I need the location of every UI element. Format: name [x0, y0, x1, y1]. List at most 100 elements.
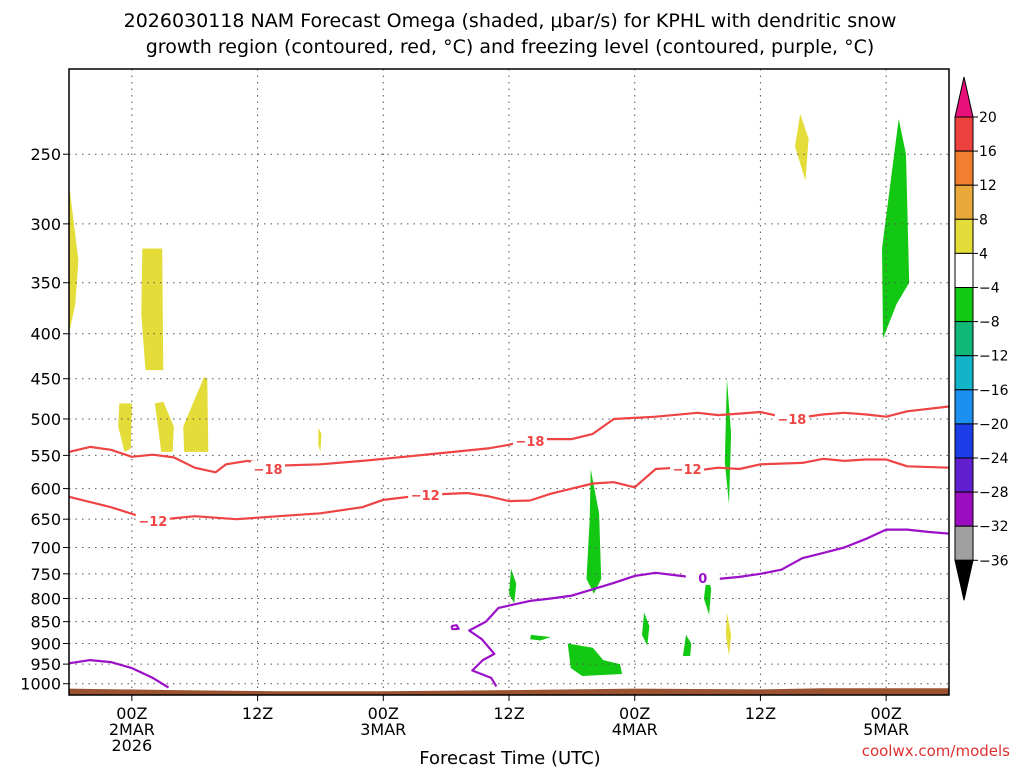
contour-line-1: [68, 457, 950, 522]
colorbar-swatch-8: [954, 389, 974, 425]
colorbar-label-5: −4: [979, 281, 1000, 297]
colorbar-swatch-3: [954, 218, 974, 254]
xtick-label-6-0: 00Z: [116, 704, 147, 723]
ytick-label-600: 600: [30, 480, 61, 499]
omega-region-rising-0: [69, 183, 79, 334]
contour-label-2-0: 0: [698, 572, 707, 587]
omega-region-rising-1: [141, 248, 164, 371]
chart-title-line2: growth region (contoured, red, °C) and f…: [146, 36, 875, 58]
ytick-label-1000: 1000: [20, 675, 61, 694]
source-credit[interactable]: coolwx.com/models: [862, 742, 1010, 760]
omega-region-sinking-13: [642, 612, 650, 646]
colorbar-label-8: −16: [979, 383, 1009, 399]
ytick-label-350: 350: [30, 274, 61, 293]
omega-region-sinking-11: [509, 568, 517, 604]
colorbar-label-10: −24: [979, 451, 1009, 467]
ytick-label-700: 700: [30, 538, 61, 557]
colorbar-swatch-12: [954, 525, 974, 561]
xtick-label-30-1: 3MAR: [360, 720, 406, 739]
colorbar-swatch-5: [954, 287, 974, 323]
omega-region-sinking-9: [724, 378, 732, 505]
colorbar-label-6: −8: [979, 315, 1000, 331]
ytick-label-750: 750: [30, 565, 61, 584]
omega-region-sinking-15: [530, 634, 551, 641]
colorbar-swatch-9: [954, 423, 974, 459]
colorbar-top-arrow: [954, 76, 974, 118]
omega-region-rising-6: [795, 114, 809, 181]
contour-line-3: [68, 658, 170, 689]
colorbar-label-12: −32: [979, 519, 1009, 535]
contour-line-4: [450, 624, 460, 631]
colorbar-swatch-7: [954, 355, 974, 391]
omega-region-sinking-8: [882, 119, 910, 339]
contour-label-bg-2-0: [685, 569, 720, 585]
contour-label-1-0: −12: [138, 515, 167, 530]
ground-fill: [69, 688, 949, 695]
colorbar-swatch-10: [954, 457, 974, 493]
contour-label-bg-0-2: [774, 410, 809, 426]
temperature-contours: −18 −18 −18 −12 −12 −12 0: [68, 405, 950, 689]
gridlines: [69, 69, 949, 695]
contour-label-1-1: −12: [411, 489, 440, 504]
y-axis-ticks: 250 300 350 400 450 500 550 600 650 700 750 800 850 9…: [20, 145, 69, 694]
omega-region-rising-3: [154, 401, 174, 452]
ground-surface: [69, 688, 949, 695]
omega-region-rising-2: [118, 403, 132, 452]
colorbar-label-7: −12: [979, 349, 1009, 365]
contour-label-bg-1-0: [135, 512, 170, 528]
omega-region-rising-5: [318, 428, 322, 452]
plot-area: [69, 114, 910, 676]
xtick-label-66-0: 12Z: [745, 704, 776, 723]
contour-label-0-2: −18: [777, 413, 806, 428]
ytick-label-500: 500: [30, 410, 61, 429]
ytick-label-300: 300: [30, 215, 61, 234]
chart-title: 2026030118 NAM Forecast Omega (shaded, μ…: [124, 10, 897, 32]
colorbar-label-2: 12: [979, 178, 997, 194]
xtick-label-54-1: 4MAR: [612, 720, 658, 739]
colorbar-swatch-4: [954, 252, 974, 288]
ytick-label-400: 400: [30, 325, 61, 344]
omega-region-rising-4: [183, 377, 209, 452]
colorbar-swatch-11: [954, 491, 974, 527]
ytick-label-450: 450: [30, 370, 61, 389]
xtick-label-42-0: 12Z: [493, 704, 524, 723]
xtick-label-78-0: 00Z: [870, 704, 901, 723]
omega-region-sinking-10: [586, 469, 602, 594]
colorbar-label-9: −20: [979, 417, 1009, 433]
colorbar-label-0: 20: [979, 110, 997, 126]
xtick-label-6-2: 2026: [111, 736, 152, 755]
colorbar-swatch-1: [954, 150, 974, 186]
xtick-label-30-0: 00Z: [368, 704, 399, 723]
contour-label-bg-1-2: [670, 461, 705, 477]
x-axis-label: Forecast Time (UTC): [419, 748, 600, 768]
colorbar-label-4: 4: [979, 246, 988, 262]
ytick-label-250: 250: [30, 145, 61, 164]
xtick-label-78-1: 5MAR: [863, 720, 909, 739]
contour-line-2: [468, 528, 950, 687]
colorbar-swatch-6: [954, 321, 974, 357]
omega-region-sinking-16: [567, 643, 623, 676]
ytick-label-650: 650: [30, 510, 61, 529]
colorbar-label-13: −36: [979, 553, 1009, 569]
colorbar-bottom-arrow: [954, 559, 974, 601]
contour-label-bg-0-0: [251, 461, 286, 477]
xtick-label-6-1: 2MAR: [109, 720, 155, 739]
xtick-label-54-0: 00Z: [619, 704, 650, 723]
omega-region-rising-7: [725, 612, 732, 656]
ytick-label-550: 550: [30, 446, 61, 465]
colorbar-swatch-0: [954, 116, 974, 152]
ytick-label-800: 800: [30, 589, 61, 608]
contour-label-1-2: −12: [673, 463, 702, 478]
colorbar: 20 16 12 8 4 −4 −8 −12 −16 −20 −24 −28 −32 −36: [954, 76, 1009, 601]
contour-label-bg-1-1: [408, 486, 443, 502]
colorbar-label-3: 8: [979, 212, 988, 228]
contour-label-bg-0-1: [512, 433, 547, 449]
ytick-label-850: 850: [30, 613, 61, 632]
omega-region-sinking-14: [682, 634, 692, 656]
colorbar-swatch-2: [954, 184, 974, 220]
ytick-label-950: 950: [30, 655, 61, 674]
ytick-label-900: 900: [30, 634, 61, 653]
colorbar-label-11: −28: [979, 485, 1009, 501]
